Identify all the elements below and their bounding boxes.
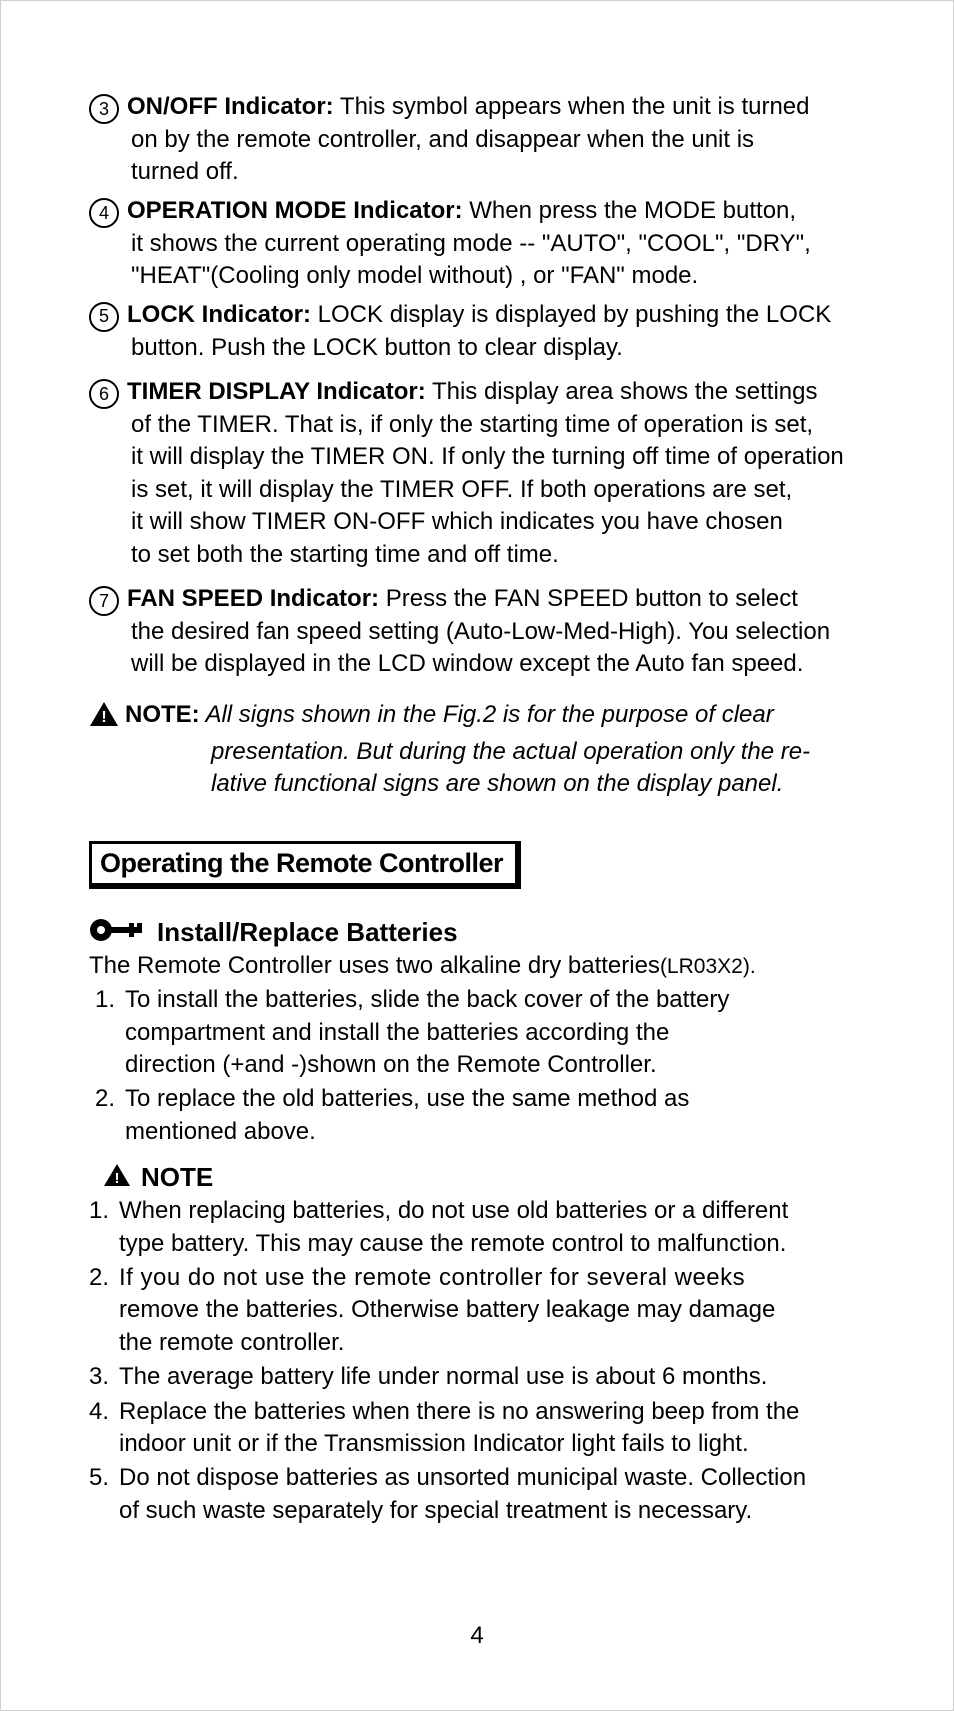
page-number: 4 bbox=[1, 1622, 953, 1650]
subsection-title: Install/Replace Batteries bbox=[157, 917, 458, 948]
indicator-cont: it shows the current operating mode -- "… bbox=[131, 228, 875, 260]
indicator-text: OPERATION MODE Indicator: When press the… bbox=[127, 195, 796, 227]
step-cont: mentioned above. bbox=[125, 1116, 875, 1148]
indicator-title: OPERATION MODE Indicator: bbox=[127, 197, 463, 224]
note-num: 3. bbox=[89, 1361, 119, 1393]
indicator-cont: the desired fan speed setting (Auto-Low-… bbox=[131, 616, 875, 648]
svg-text:!: ! bbox=[115, 1170, 120, 1187]
indicator-item: 4 OPERATION MODE Indicator: When press t… bbox=[89, 195, 875, 293]
indicator-cont: on by the remote controller, and disappe… bbox=[131, 124, 875, 156]
indicator-cont: is set, it will display the TIMER OFF. I… bbox=[131, 474, 875, 506]
indicator-first: This symbol appears when the unit is tur… bbox=[334, 93, 810, 120]
note-item: 5. Do not dispose batteries as unsorted … bbox=[89, 1462, 875, 1494]
install-step: 1. To install the batteries, slide the b… bbox=[95, 984, 875, 1016]
indicator-cont: will be displayed in the LCD window exce… bbox=[131, 648, 875, 680]
indicator-text: FAN SPEED Indicator: Press the FAN SPEED… bbox=[127, 583, 798, 615]
svg-text:!: ! bbox=[101, 709, 106, 726]
circled-number: 6 bbox=[89, 379, 119, 409]
circled-number: 5 bbox=[89, 302, 119, 332]
note-text: The average battery life under normal us… bbox=[119, 1361, 875, 1393]
note-text: Do not dispose batteries as unsorted mun… bbox=[119, 1462, 875, 1494]
note-num: 2. bbox=[89, 1262, 119, 1294]
indicator-title: FAN SPEED Indicator: bbox=[127, 585, 379, 612]
note-cont: remove the batteries. Otherwise battery … bbox=[119, 1294, 875, 1326]
intro-line: The Remote Controller uses two alkaline … bbox=[89, 950, 875, 982]
step-num: 2. bbox=[95, 1083, 125, 1115]
note-cont: indoor unit or if the Transmission Indic… bbox=[119, 1428, 875, 1460]
note-cont: presentation. But during the actual oper… bbox=[211, 736, 875, 768]
indicator-cont: it will show TIMER ON-OFF which indicate… bbox=[131, 506, 875, 538]
section-header: Operating the Remote Controller bbox=[89, 841, 521, 889]
note-label: NOTE: bbox=[125, 701, 200, 728]
indicator-first: When press the MODE button, bbox=[463, 197, 796, 224]
indicator-item: 3 ON/OFF Indicator: This symbol appears … bbox=[89, 91, 875, 189]
note-text: If you do not use the remote controller … bbox=[119, 1262, 875, 1294]
step-text: To replace the old batteries, use the sa… bbox=[125, 1083, 875, 1115]
install-step: 2. To replace the old batteries, use the… bbox=[95, 1083, 875, 1115]
step-text: To install the batteries, slide the back… bbox=[125, 984, 875, 1016]
note-item: 3. The average battery life under normal… bbox=[89, 1361, 875, 1393]
note-item: 2. If you do not use the remote controll… bbox=[89, 1262, 875, 1294]
indicator-cont: it will display the TIMER ON. If only th… bbox=[131, 441, 875, 473]
circled-number: 4 bbox=[89, 198, 119, 228]
indicator-title: LOCK Indicator: bbox=[127, 301, 311, 328]
indicator-cont: to set both the starting time and off ti… bbox=[131, 539, 875, 571]
note-cont: of such waste separately for special tre… bbox=[119, 1495, 875, 1527]
circled-number: 3 bbox=[89, 94, 119, 124]
warning-icon: ! bbox=[89, 701, 119, 736]
warning-icon: ! bbox=[103, 1163, 131, 1192]
indicator-item: 5 LOCK Indicator: LOCK display is displa… bbox=[89, 299, 875, 364]
circled-number: 7 bbox=[89, 586, 119, 616]
step-cont: direction (+and -)shown on the Remote Co… bbox=[125, 1049, 875, 1081]
note-heading: ! NOTE bbox=[103, 1162, 875, 1193]
indicator-text: ON/OFF Indicator: This symbol appears wh… bbox=[127, 91, 810, 123]
note-cont: type battery. This may cause the remote … bbox=[119, 1228, 875, 1260]
indicator-cont: "HEAT"(Cooling only model without) , or … bbox=[131, 260, 875, 292]
note-num: 1. bbox=[89, 1195, 119, 1227]
manual-page: 3 ON/OFF Indicator: This symbol appears … bbox=[0, 0, 954, 1711]
step-cont: compartment and install the batteries ac… bbox=[125, 1017, 875, 1049]
intro-b: (LR03X2). bbox=[660, 955, 756, 978]
note-num: 4. bbox=[89, 1396, 119, 1428]
section-header-wrap: Operating the Remote Controller bbox=[89, 801, 875, 907]
note-text: NOTE: All signs shown in the Fig.2 is fo… bbox=[125, 699, 774, 731]
section-header-text: Operating the Remote Controller bbox=[100, 848, 503, 878]
note-text: When replacing batteries, do not use old… bbox=[119, 1195, 875, 1227]
indicator-item: 6 TIMER DISPLAY Indicator: This display … bbox=[89, 376, 875, 571]
indicator-cont: of the TIMER. That is, if only the start… bbox=[131, 409, 875, 441]
subsection-heading: Install/Replace Batteries bbox=[89, 917, 875, 948]
key-icon bbox=[89, 917, 145, 948]
indicator-text: LOCK Indicator: LOCK display is displaye… bbox=[127, 299, 831, 331]
note-num: 5. bbox=[89, 1462, 119, 1494]
indicator-text: TIMER DISPLAY Indicator: This display ar… bbox=[127, 376, 817, 408]
indicator-first: Press the FAN SPEED button to select bbox=[379, 585, 798, 612]
indicator-item: 7 FAN SPEED Indicator: Press the FAN SPE… bbox=[89, 583, 875, 681]
note-block: ! NOTE: All signs shown in the Fig.2 is … bbox=[89, 699, 875, 736]
note-cont: lative functional signs are shown on the… bbox=[211, 768, 875, 800]
note-cont: the remote controller. bbox=[119, 1327, 875, 1359]
note-item: 1. When replacing batteries, do not use … bbox=[89, 1195, 875, 1227]
indicator-first: This display area shows the settings bbox=[426, 378, 818, 405]
note-item: 4. Replace the batteries when there is n… bbox=[89, 1396, 875, 1428]
indicator-first: LOCK display is displayed by pushing the… bbox=[311, 301, 831, 328]
indicator-title: ON/OFF Indicator: bbox=[127, 93, 334, 120]
indicator-cont: turned off. bbox=[131, 156, 875, 188]
indicator-title: TIMER DISPLAY Indicator: bbox=[127, 378, 426, 405]
intro-a: The Remote Controller uses two alkaline … bbox=[89, 952, 660, 979]
step-num: 1. bbox=[95, 984, 125, 1016]
note-first: All signs shown in the Fig.2 is for the … bbox=[200, 701, 774, 728]
note-text: Replace the batteries when there is no a… bbox=[119, 1396, 875, 1428]
note-heading-text: NOTE bbox=[141, 1162, 213, 1193]
indicator-cont: button. Push the LOCK button to clear di… bbox=[131, 332, 875, 364]
